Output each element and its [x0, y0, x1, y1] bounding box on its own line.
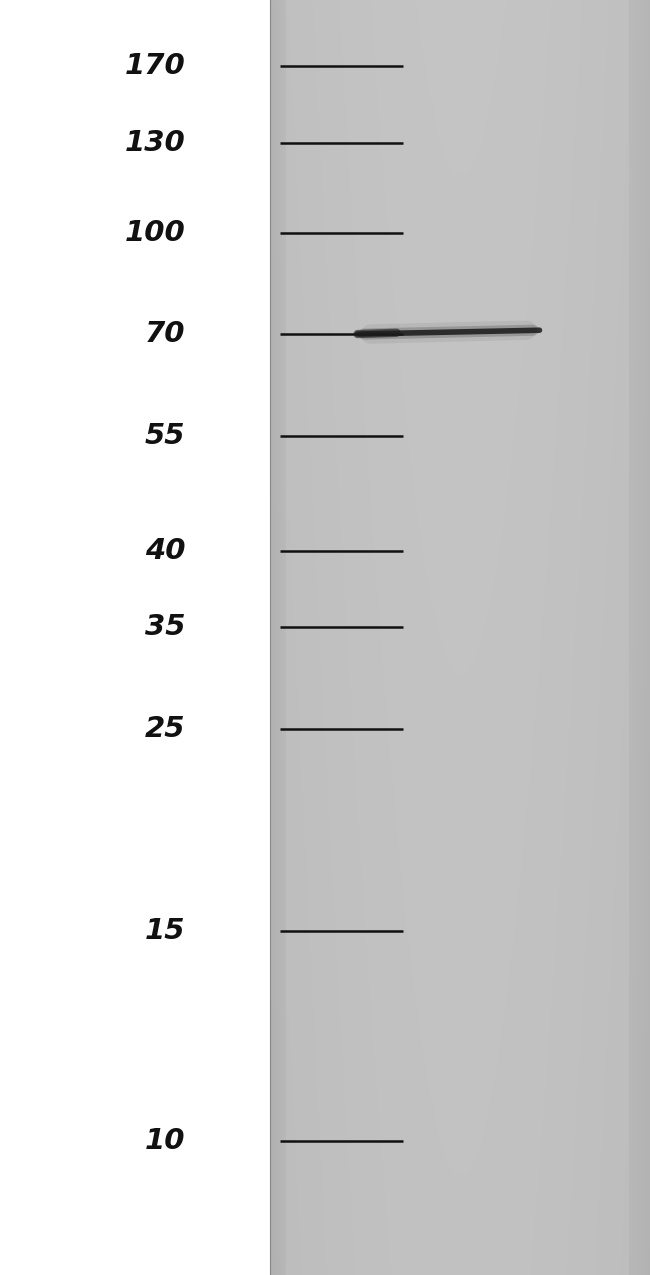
Text: 170: 170 [125, 52, 185, 80]
Text: 10: 10 [145, 1127, 185, 1155]
Text: 40: 40 [145, 537, 185, 565]
Text: 70: 70 [145, 320, 185, 348]
Bar [0, 0, 270, 1275]
Text: 130: 130 [125, 129, 185, 157]
Text: 15: 15 [145, 917, 185, 945]
Text: 25: 25 [145, 715, 185, 743]
Text: 100: 100 [125, 219, 185, 247]
Text: 55: 55 [145, 422, 185, 450]
Text: 35: 35 [145, 613, 185, 641]
